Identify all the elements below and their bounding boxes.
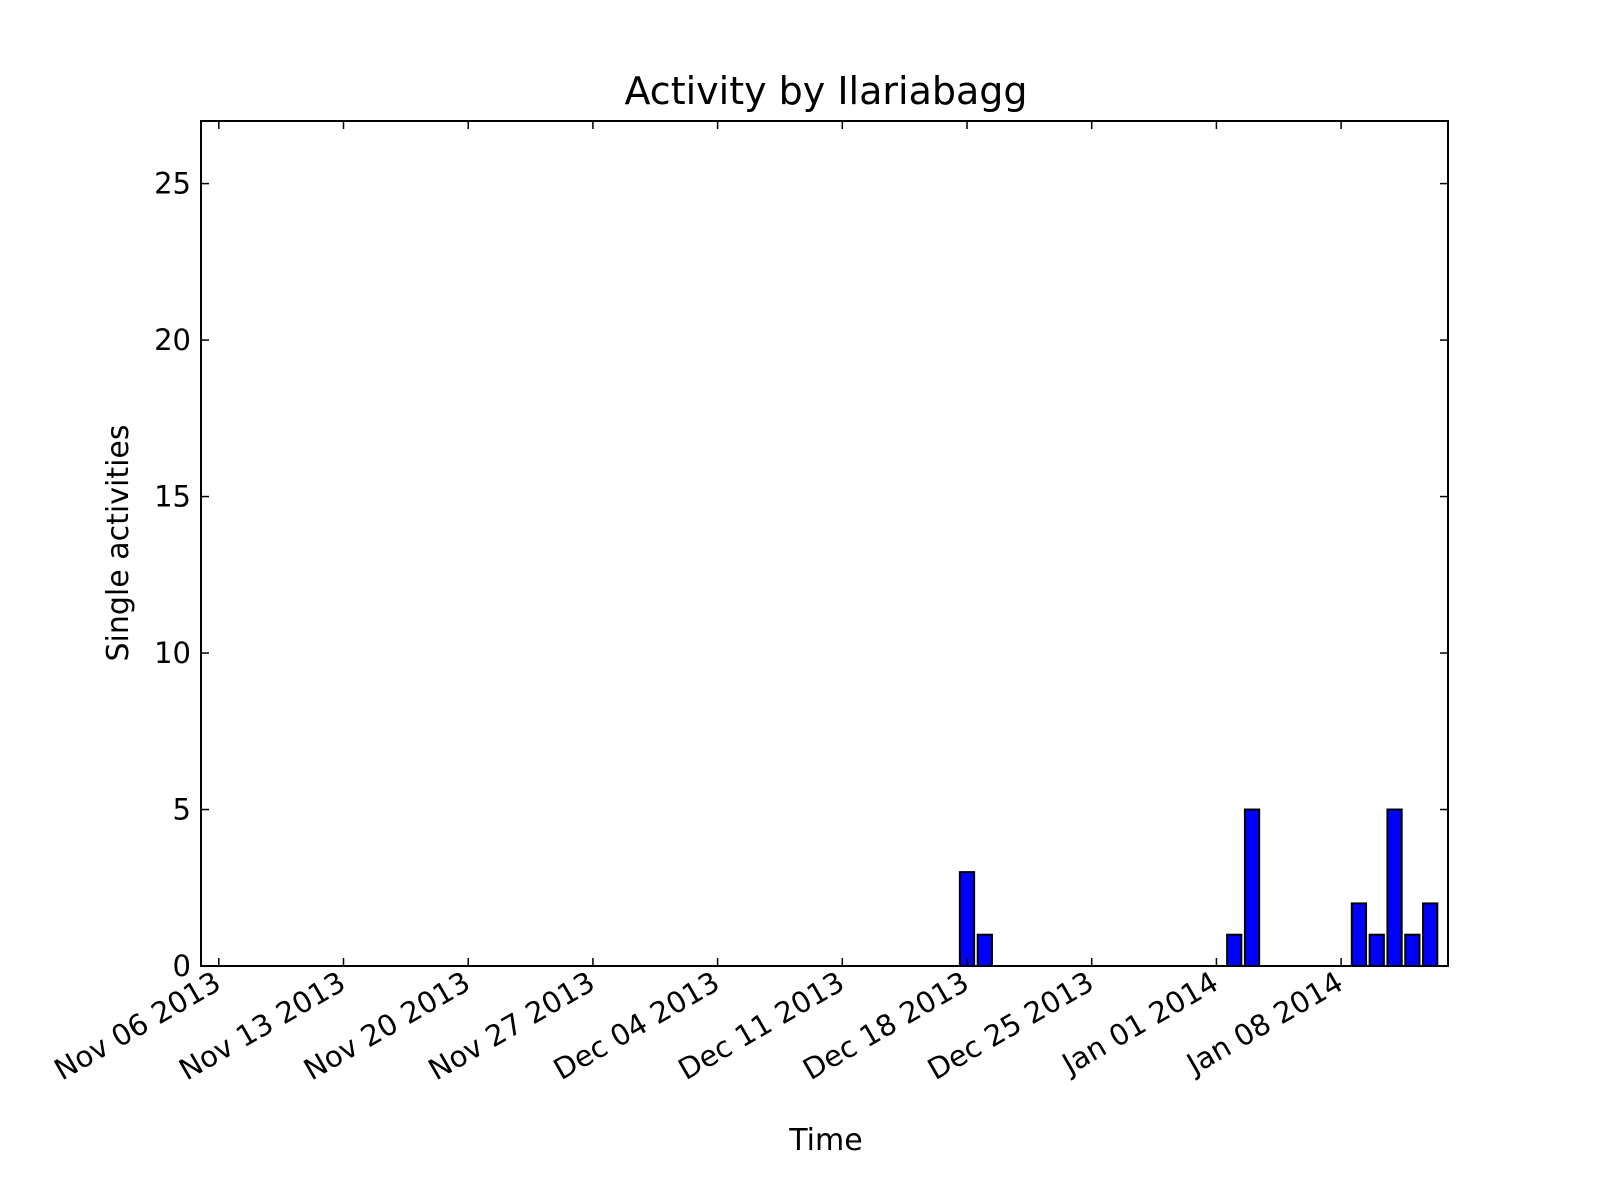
bar — [1350, 902, 1368, 967]
y-tick-label: 15 — [154, 480, 191, 514]
plot-frame — [200, 120, 1449, 967]
y-axis: 0 5 10 15 20 25 — [154, 167, 1448, 983]
bar — [1386, 808, 1403, 968]
bars-layer — [958, 808, 1439, 968]
y-tick-label: 20 — [154, 323, 191, 357]
chart-title: Activity by Ilariabagg — [624, 69, 1027, 113]
y-tick-label: 25 — [154, 167, 191, 201]
x-axis-label: Time — [788, 1123, 862, 1158]
bar — [1368, 933, 1385, 968]
y-axis-label: Single activities — [101, 424, 136, 661]
bar — [1422, 902, 1439, 967]
bar — [1243, 808, 1261, 968]
y-tick-label: 10 — [154, 636, 191, 670]
bar — [976, 933, 993, 968]
bar — [1226, 933, 1243, 968]
y-tick-label: 5 — [173, 793, 191, 827]
y-tick-label: 0 — [173, 949, 191, 983]
bar — [958, 871, 976, 967]
bar — [1404, 933, 1421, 968]
